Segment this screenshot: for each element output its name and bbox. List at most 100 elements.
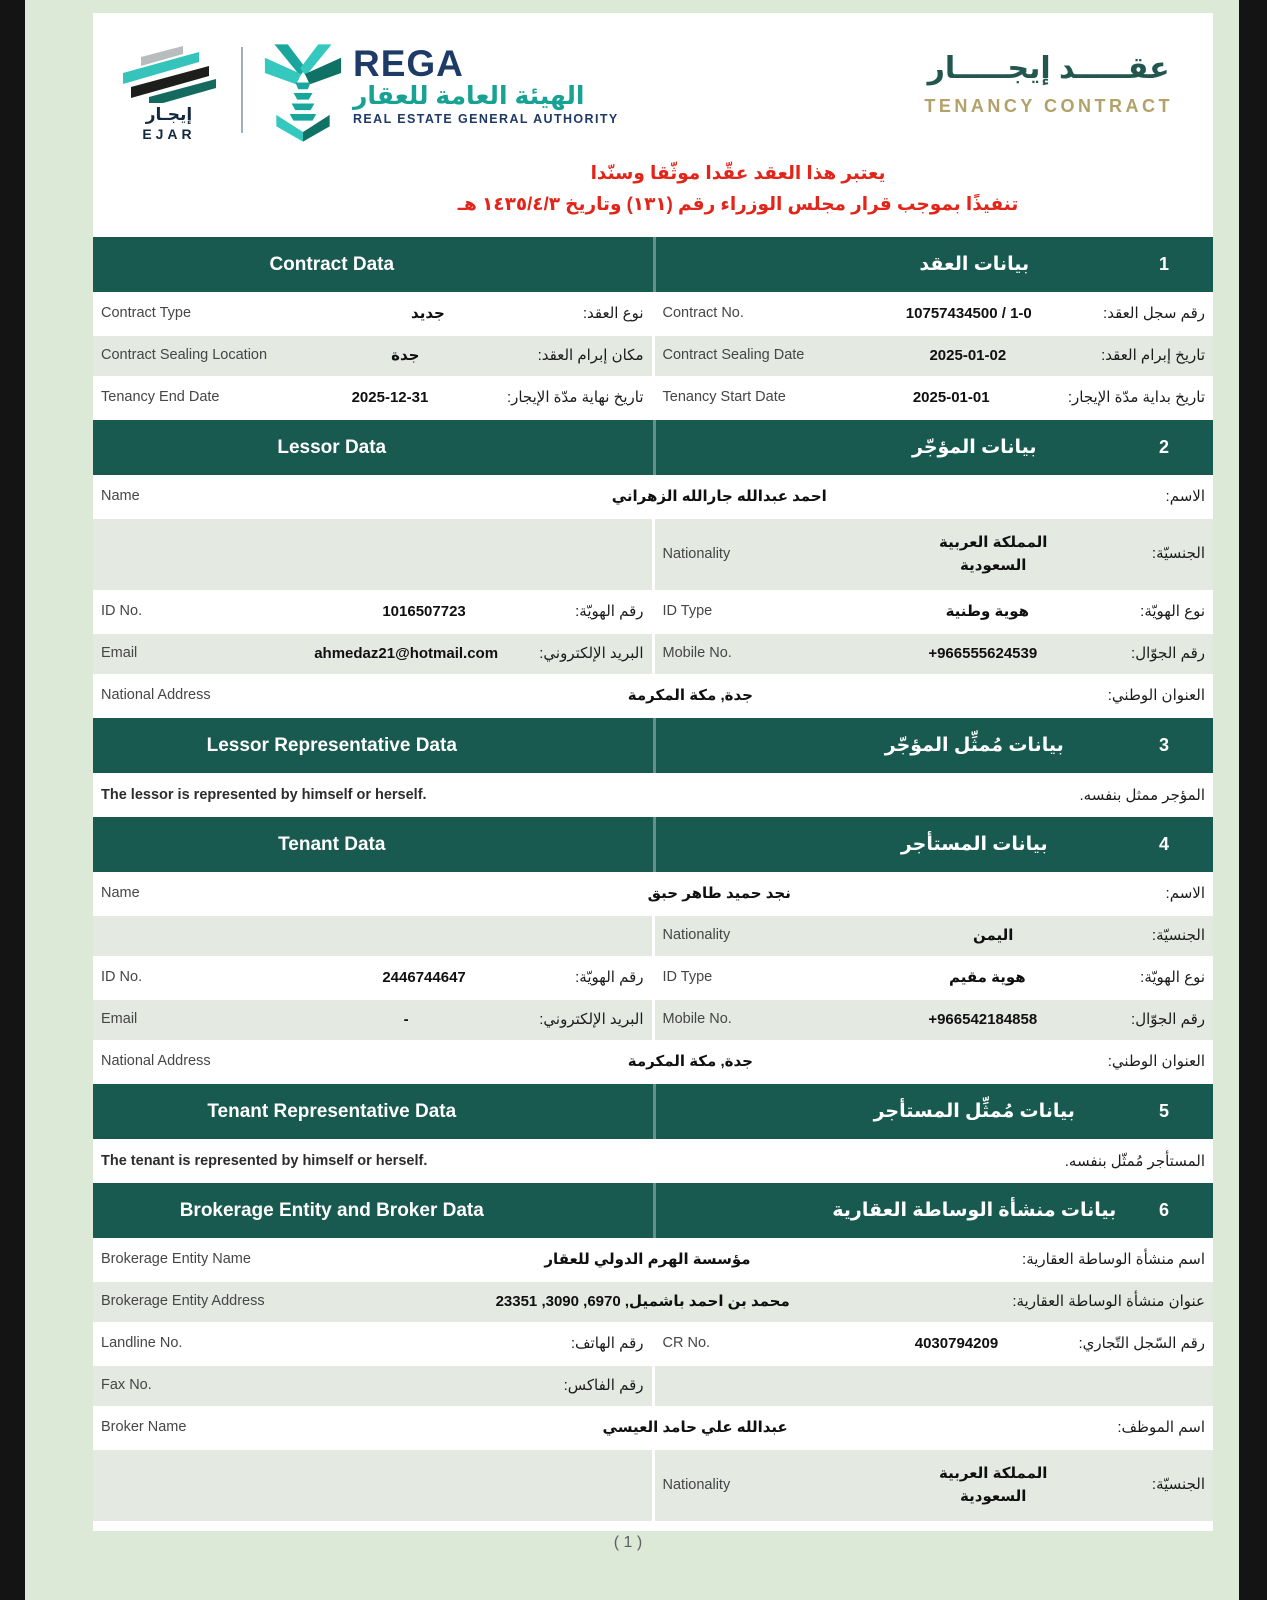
field-label-en: Mobile No.	[662, 1011, 732, 1028]
field-label-ar: رقم الجوّال:	[1131, 644, 1205, 662]
field-value: ahmedaz21@hotmail.com	[314, 644, 499, 662]
field-row: Landline No. رقم الهاتف: CR No. 4030794209 ر…	[93, 1324, 1213, 1364]
contract-page: إيجـار EJAR	[93, 13, 1213, 1531]
field-label-ar: رقم سجل العقد:	[1103, 304, 1205, 322]
section-header-right: بيانات مُمثِّل المؤجّر	[736, 718, 1214, 773]
note-text-en: The lessor is represented by himself or …	[101, 787, 427, 803]
document-title-english: TENANCY CONTRACT	[924, 96, 1173, 116]
field-label-ar: رقم الهويّة:	[575, 602, 644, 620]
field: Name احمد عبدالله جارالله الزهراني الاسم:	[93, 477, 1213, 517]
section-title-en: Lessor Representative Data	[206, 734, 457, 756]
field-label-en: Contract Sealing Location	[101, 347, 268, 364]
empty-cell	[93, 519, 652, 590]
section-header-right: بيانات مُمثِّل المستأجر	[736, 1084, 1214, 1139]
field: Contract Sealing Date 2025-01-02 تاريخ إبر…	[654, 336, 1213, 376]
field-value: 2446744647	[382, 968, 466, 986]
field: Nationality المملكة العربية السعودية الجنس…	[654, 1450, 1213, 1521]
field: Tenancy End Date 2025-12-31 تاريخ نهاية مد…	[93, 378, 652, 418]
field: National Address جدة, مكة المكرمة العنوان …	[93, 676, 1213, 716]
section-title-en: Brokerage Entity and Broker Data	[179, 1199, 484, 1221]
field-row: The lessor is represented by himself or …	[93, 775, 1213, 815]
representation-note: The tenant is represented by himself or …	[93, 1141, 1213, 1181]
section-title-ar: بيانات العقد	[919, 254, 1030, 275]
field: Email ahmedaz21@hotmail.com البريد الإلكتر…	[93, 634, 652, 674]
section-header-left: Lessor Representative Data	[93, 718, 736, 773]
field-value: احمد عبدالله جارالله الزهراني	[611, 487, 827, 505]
note-text-en: The tenant is represented by himself or …	[101, 1153, 428, 1169]
section-header-left: Lessor Data	[93, 420, 736, 475]
field-row: Brokerage Entity Name مؤسسة الهرم الدولي …	[93, 1240, 1213, 1280]
field-value: نجد حميد طاهر حبق	[647, 884, 791, 902]
section-header-right: بيانات المؤجّر	[736, 420, 1214, 475]
empty-cell	[93, 1450, 652, 1521]
rega-logo-arabic: الهيئة العامة للعقار	[353, 82, 585, 110]
field: CR No. 4030794209 رقم السّجل التّجاري:	[654, 1324, 1213, 1364]
field-value: 2025-01-02	[929, 346, 1007, 364]
field-label-en: Brokerage Entity Address	[101, 1293, 265, 1310]
field-value: المملكة العربية السعودية	[939, 534, 1048, 574]
field-label-en: Contract Type	[101, 305, 192, 322]
field-value: +966542184858	[928, 1010, 1038, 1028]
field-label-en: Tenancy Start Date	[662, 389, 786, 406]
field-row: ID No. 1016507723 رقم الهويّة: ID Type هوية …	[93, 592, 1213, 632]
field-label-en: Fax No.	[101, 1377, 152, 1394]
field-label-en: Name	[101, 885, 140, 902]
field-label-ar: رقم الهاتف:	[570, 1334, 644, 1352]
field-row: Nationality المملكة العربية السعودية الجنس…	[93, 519, 1213, 590]
field: Tenancy Start Date 2025-01-01 تاريخ بداية …	[654, 378, 1213, 418]
field-row: Contract Sealing Location جدة مكان إبرام ا…	[93, 336, 1213, 376]
section-header-left: Contract Data	[93, 237, 736, 292]
field-value: 4030794209	[914, 1334, 999, 1352]
section-number: 6	[1158, 1200, 1169, 1220]
section-number: 2	[1158, 437, 1169, 457]
field-row: The tenant is represented by himself or …	[93, 1141, 1213, 1181]
section-header: Contract Data بيانات العقد 1	[93, 237, 1213, 292]
section-1: Contract Data بيانات العقد 1 Contract Type ج…	[93, 237, 1213, 418]
legal-disclaimer: يعتبر هذا العقد عقّدا موثّقا وسنّدا تنفي…	[93, 157, 1213, 219]
section-title-ar: بيانات المؤجّر	[912, 437, 1037, 458]
section-title-en: Lessor Data	[277, 436, 387, 458]
field-label-ar: اسم منشأة الوساطة العقارية:	[1022, 1250, 1205, 1268]
section-2: Lessor Data بيانات المؤجّر 2 Name احمد عبدال…	[93, 420, 1213, 716]
field-label-en: Nationality	[662, 545, 731, 562]
field-row: Email - البريد الإلكتروني: Mobile No. +96654…	[93, 1000, 1213, 1040]
note-text-ar: المؤجر ممثل بنفسه.	[1079, 787, 1205, 804]
field-row: Broker Name عبدالله علي حامد العيسي اسم ال…	[93, 1408, 1213, 1448]
section-4: Tenant Data بيانات المستأجر 4 Name نجد حميد …	[93, 817, 1213, 1082]
rega-logo-english: REAL ESTATE GENERAL AUTHORITY	[353, 112, 619, 126]
section-title-en: Tenant Representative Data	[207, 1100, 457, 1122]
field-label-en: Contract No.	[662, 305, 744, 322]
field-value: عبدالله علي حامد العيسي	[602, 1418, 788, 1436]
field-label-ar: العنوان الوطني:	[1107, 686, 1205, 704]
field-label-ar: نوع الهويّة:	[1140, 602, 1205, 620]
rega-logo-name: REGA	[353, 43, 464, 84]
section-header-right: بيانات المستأجر	[736, 817, 1214, 872]
field-value: المملكة العربية السعودية	[939, 1465, 1048, 1505]
section-header: Tenant Data بيانات المستأجر 4	[93, 817, 1213, 872]
field: ID Type هوية وطنية نوع الهويّة:	[654, 592, 1213, 632]
section-title-ar: بيانات المستأجر	[900, 834, 1048, 855]
field-label-en: Nationality	[662, 1476, 731, 1493]
section-title-en: Contract Data	[269, 253, 395, 275]
field-row: Brokerage Entity Address محمد بن احمد باش…	[93, 1282, 1213, 1322]
field-row: Contract Type جديد نوع العقد: Contract No. 1…	[93, 294, 1213, 334]
document-title-arabic: عقـــــد إيجـــــار	[927, 52, 1170, 85]
field: Name نجد حميد طاهر حبق الاسم:	[93, 874, 1213, 914]
field-label-ar: عنوان منشأة الوساطة العقارية:	[1012, 1292, 1205, 1310]
section-number: 1	[1158, 254, 1169, 274]
field-label-en: Mobile No.	[662, 645, 732, 662]
field-value: هوية وطنية	[945, 602, 1030, 620]
field-label-en: Name	[101, 488, 140, 505]
field-value: 2025-12-31	[351, 388, 429, 406]
field-label-en: ID No.	[101, 969, 143, 986]
field-label-ar: الجنسيّة:	[1151, 545, 1205, 563]
section-title-ar: بيانات مُمثِّل المستأجر	[873, 1101, 1075, 1122]
ejar-stripes-icon	[123, 46, 216, 103]
field-label-en: Tenancy End Date	[101, 389, 220, 406]
field-value: 2025-01-01	[912, 388, 990, 406]
field-row: National Address جدة, مكة المكرمة العنوان …	[93, 1042, 1213, 1082]
field-label-ar: تاريخ نهاية مدّة الإيجار:	[506, 388, 644, 406]
section-title-en: Tenant Data	[278, 833, 386, 855]
field-row: Name احمد عبدالله جارالله الزهراني الاسم:	[93, 477, 1213, 517]
